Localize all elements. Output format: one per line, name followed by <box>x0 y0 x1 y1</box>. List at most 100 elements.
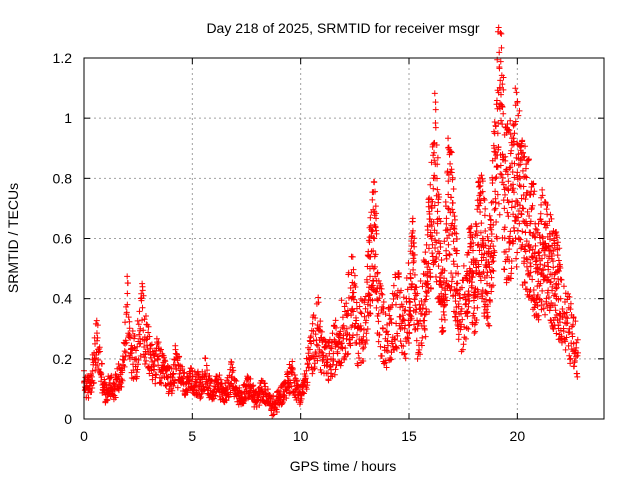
data-point-marker <box>314 342 321 349</box>
data-point-marker <box>362 319 369 326</box>
data-point-marker <box>487 253 494 260</box>
data-point-marker <box>391 336 398 343</box>
data-point-marker <box>547 247 554 254</box>
data-point-marker <box>550 258 557 265</box>
data-point-marker <box>89 384 96 391</box>
data-point-marker <box>434 161 441 168</box>
data-point-marker <box>242 383 249 390</box>
data-point-marker <box>520 183 527 190</box>
data-point-marker <box>434 186 441 193</box>
data-point-marker <box>119 367 126 374</box>
data-point-marker <box>486 261 493 268</box>
data-point-marker <box>261 380 268 387</box>
data-point-marker <box>283 395 290 402</box>
data-point-marker <box>432 99 439 106</box>
data-point-marker <box>500 86 507 93</box>
data-point-marker <box>475 183 482 190</box>
data-point-marker <box>92 367 99 374</box>
data-point-marker <box>349 253 356 260</box>
data-point-marker <box>559 306 566 313</box>
data-point-marker <box>497 77 504 84</box>
data-point-marker <box>312 331 319 338</box>
data-point-marker <box>133 355 139 362</box>
data-point-marker <box>574 352 581 359</box>
data-point-marker <box>460 262 467 269</box>
data-point-marker <box>269 412 276 419</box>
data-point-marker <box>380 299 387 306</box>
data-point-marker <box>504 253 511 260</box>
data-point-marker <box>349 289 356 296</box>
data-point-marker <box>157 379 164 386</box>
data-point-marker <box>508 204 515 211</box>
data-point-marker <box>516 107 523 114</box>
data-point-marker <box>487 268 494 275</box>
data-point-marker <box>497 29 504 36</box>
data-point-marker <box>306 355 313 362</box>
data-point-marker <box>392 274 399 281</box>
data-point-marker <box>431 149 438 156</box>
data-point-marker <box>551 302 558 309</box>
data-point-marker <box>400 316 407 323</box>
data-point-marker <box>328 370 335 377</box>
data-point-marker <box>339 314 346 321</box>
data-point-marker <box>185 385 191 392</box>
data-point-marker <box>92 340 99 347</box>
data-point-marker <box>445 232 452 239</box>
data-point-marker <box>375 338 382 345</box>
data-point-marker <box>94 334 101 341</box>
data-point-marker <box>427 274 434 281</box>
data-point-marker <box>387 315 394 322</box>
data-point-marker <box>445 282 452 289</box>
data-point-marker <box>398 287 405 294</box>
data-point-marker <box>401 307 408 314</box>
data-point-marker <box>328 355 334 362</box>
data-point-marker <box>538 218 545 225</box>
data-point-marker <box>94 362 101 369</box>
data-point-marker <box>96 348 103 355</box>
data-point-marker <box>158 375 165 382</box>
data-point-marker <box>472 319 479 326</box>
data-point-marker <box>378 353 385 360</box>
data-point-marker <box>202 355 209 362</box>
data-point-marker <box>494 235 501 242</box>
data-point-marker <box>491 119 498 126</box>
data-point-marker <box>475 288 482 295</box>
data-point-marker <box>523 161 530 168</box>
data-point-marker <box>436 274 443 281</box>
data-point-marker <box>397 313 404 320</box>
data-point-marker <box>537 280 544 287</box>
data-point-marker <box>383 347 390 354</box>
data-point-marker <box>148 341 155 348</box>
data-point-marker <box>111 380 118 387</box>
data-point-marker <box>108 372 115 379</box>
data-point-marker <box>356 303 363 310</box>
data-point-marker <box>518 245 525 252</box>
data-point-marker <box>341 303 348 310</box>
data-point-marker <box>167 379 174 386</box>
data-point-marker <box>449 200 456 207</box>
data-point-marker <box>341 325 347 332</box>
data-point-marker <box>422 333 429 340</box>
data-point-marker <box>202 370 209 377</box>
data-point-marker <box>444 168 451 175</box>
data-point-marker <box>482 242 489 249</box>
data-point-marker <box>448 194 455 201</box>
data-point-marker <box>126 331 133 338</box>
data-point-marker <box>176 353 183 360</box>
data-point-marker <box>443 220 450 227</box>
y-tick-label: 1.2 <box>53 50 73 66</box>
data-point-marker <box>124 290 131 297</box>
y-tick-label: 0.2 <box>53 351 73 367</box>
data-point-marker <box>394 294 401 301</box>
data-point-marker <box>351 272 358 279</box>
data-point-marker <box>560 328 567 335</box>
data-point-marker <box>514 227 521 234</box>
data-point-marker <box>159 367 165 374</box>
data-point-marker <box>517 161 524 168</box>
data-point-marker <box>130 367 137 374</box>
data-point-marker <box>141 354 148 361</box>
data-point-marker <box>383 328 390 335</box>
data-point-marker <box>372 251 379 258</box>
data-point-marker <box>134 317 141 324</box>
data-point-marker <box>515 112 522 119</box>
